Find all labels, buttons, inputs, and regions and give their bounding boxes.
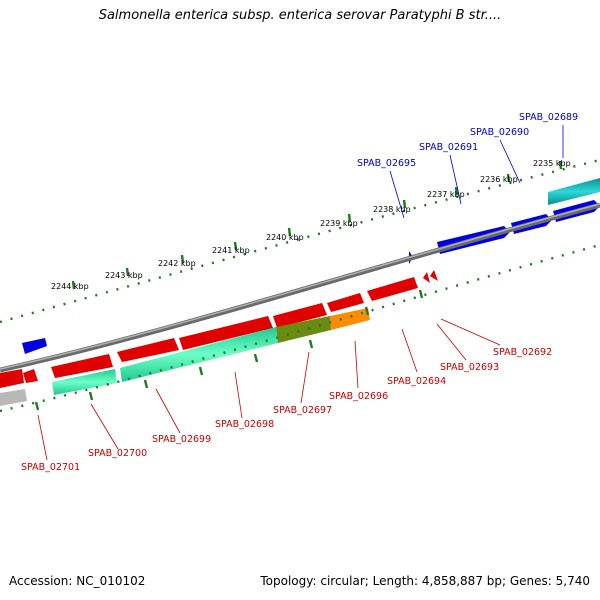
scale-label: 2240 kbp	[266, 233, 304, 242]
reverse-gene-feature	[179, 316, 273, 350]
reverse-gene-feature	[423, 272, 430, 283]
map-title: Salmonella enterica subsp. enterica sero…	[98, 8, 502, 23]
scale-label: 2237 kbp	[427, 190, 465, 199]
scale-label: 2241 kbp	[212, 246, 250, 255]
reverse-gene-feature	[117, 338, 179, 362]
scale-label: 2239 kbp	[320, 219, 358, 228]
reverse-gene-labels: SPAB_02692 SPAB_02693 SPAB_02694 SPAB_02…	[21, 347, 552, 473]
scale-label: 2238 kbp	[373, 205, 411, 214]
gene-label[interactable]: SPAB_02692	[493, 347, 552, 358]
genome-stats-text: Topology: circular; Length: 4,858,887 bp…	[260, 574, 590, 588]
gene-label[interactable]: SPAB_02696	[329, 391, 388, 402]
reverse-gene-feature	[273, 303, 327, 328]
forward-gene-feature	[22, 338, 47, 354]
gene-label[interactable]: SPAB_02697	[273, 405, 332, 416]
reverse-gene-feature	[367, 277, 418, 301]
reverse-gene-feature	[327, 293, 364, 312]
gene-label[interactable]: SPAB_02695	[357, 158, 416, 169]
scale-labels: 2235 kbp 2236 kbp 2237 kbp 2238 kbp 2239…	[51, 159, 571, 291]
accession-text: Accession: NC_010102	[9, 574, 146, 588]
forward-cds-track[interactable]	[548, 178, 600, 205]
reverse-cds-track[interactable]	[0, 308, 370, 406]
reverse-gene-feature	[0, 369, 24, 388]
backbone	[0, 202, 600, 373]
scale-label: 2242 kbp	[158, 259, 196, 268]
gene-label[interactable]: SPAB_02691	[419, 142, 478, 153]
gene-label[interactable]: SPAB_02701	[21, 462, 80, 473]
inner-tick-ring	[0, 243, 600, 413]
scale-label: 2243 kbp	[105, 271, 143, 280]
reverse-leaders	[37, 318, 501, 461]
gene-label[interactable]: SPAB_02690	[470, 127, 529, 138]
scale-label: 2236 kbp	[480, 175, 518, 184]
reverse-gene-feature	[430, 270, 438, 281]
reverse-gene-feature	[51, 354, 113, 378]
gene-label[interactable]: SPAB_02700	[88, 448, 147, 459]
gene-label[interactable]: SPAB_02694	[387, 376, 446, 387]
gene-label[interactable]: SPAB_02693	[440, 362, 499, 373]
gene-label[interactable]: SPAB_02689	[519, 112, 578, 123]
reverse-gene-feature	[23, 369, 38, 383]
forward-gene-labels: SPAB_02689 SPAB_02690 SPAB_02691 SPAB_02…	[357, 112, 578, 169]
reverse-gene-track[interactable]	[0, 270, 438, 388]
gene-label[interactable]: SPAB_02699	[152, 434, 211, 445]
gene-label[interactable]: SPAB_02698	[215, 419, 274, 430]
scale-label: 2244 kbp	[51, 282, 89, 291]
forward-leaders	[389, 125, 564, 219]
scale-label: 2235 kbp	[533, 159, 571, 168]
outer-tick-ring	[0, 158, 600, 324]
